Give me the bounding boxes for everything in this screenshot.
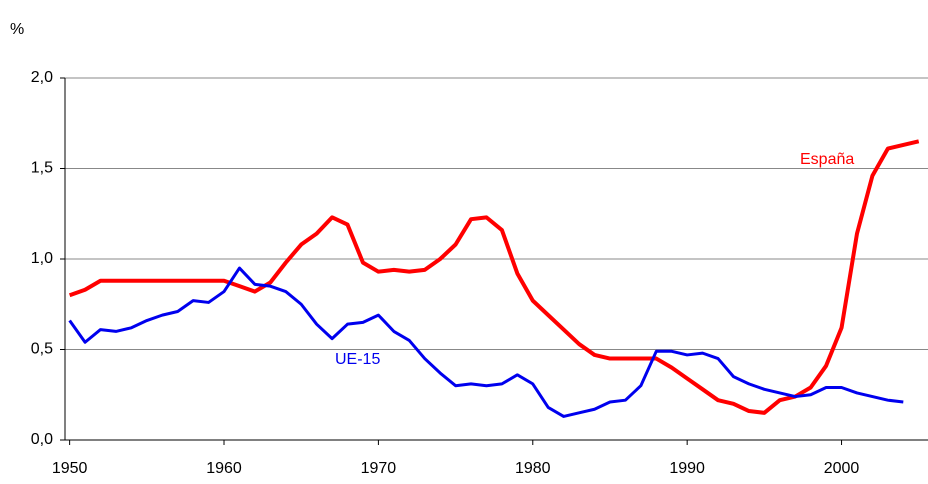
- x-tick-label: 1980: [515, 460, 551, 477]
- series-line: [68, 139, 920, 415]
- x-tick-label: 1990: [669, 460, 705, 477]
- y-tick-label: 0,0: [31, 431, 53, 448]
- x-tick-label: 1960: [206, 460, 242, 477]
- y-axis-label: %: [10, 21, 24, 38]
- x-tick-label: 2000: [824, 460, 860, 477]
- series-label: España: [800, 151, 854, 168]
- series-line: [68, 266, 904, 418]
- series-label: UE-15: [335, 351, 380, 368]
- y-tick-label: 0,5: [31, 341, 53, 358]
- y-tick-label: 1,5: [31, 160, 53, 177]
- x-tick-label: 1950: [52, 460, 88, 477]
- x-tick-label: 1970: [361, 460, 397, 477]
- y-tick-label: 1,0: [31, 250, 53, 267]
- y-tick-label: 2,0: [31, 69, 53, 86]
